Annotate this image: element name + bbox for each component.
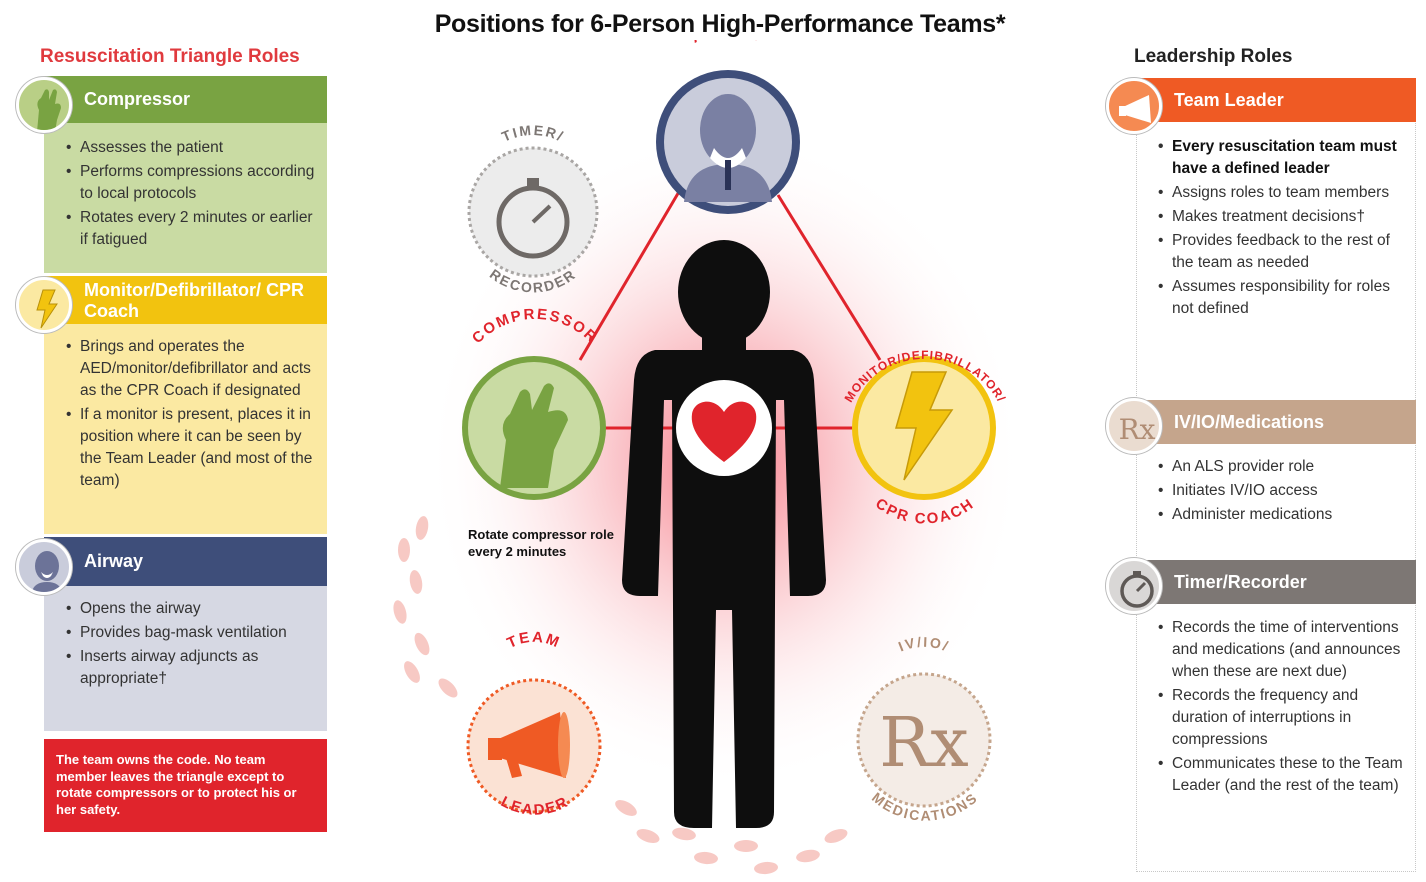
list-item: Records the time of interventions and me… xyxy=(1158,617,1408,683)
team-leader-position: TEAM LEADER xyxy=(466,629,602,819)
list-item: Makes treatment decisions† xyxy=(1158,206,1408,228)
medications-position: Rx IV/IO/ MEDICATIONS xyxy=(856,634,992,824)
rx-icon: Rx xyxy=(879,704,969,783)
list-item: Assumes responsibility for roles not def… xyxy=(1158,276,1408,320)
list-item: An ALS provider role xyxy=(1158,456,1408,478)
heart-icon xyxy=(691,401,757,462)
monitor-panel-title: Monitor/Defibrillator/ CPR Coach xyxy=(44,276,327,324)
iv-medications-panel-body: An ALS provider role Initiates IV/IO acc… xyxy=(1140,456,1412,528)
list-item: Communicates these to the Team Leader (a… xyxy=(1158,753,1408,797)
team-leader-panel-body: Every resuscitation team must have a def… xyxy=(1140,136,1412,322)
list-item: Initiates IV/IO access xyxy=(1158,480,1408,502)
rotate-compressor-note: Rotate compressor role every 2 minutes xyxy=(468,527,614,559)
list-item: Provides feedback to the rest of the tea… xyxy=(1158,230,1408,274)
svg-text:AIRWAY: AIRWAY xyxy=(689,40,768,47)
team-leader-panel-title: Team Leader xyxy=(1136,78,1416,122)
rx-icon: Rx xyxy=(1106,398,1162,454)
iv-label-top: IV/IO/ xyxy=(896,634,950,655)
team-positions-diagram: AIRWAY TIMER/ RECORDER COMPRESSOR MONITO… xyxy=(393,40,1025,875)
iv-medications-panel-title: IV/IO/Medications xyxy=(1136,400,1416,444)
list-item: Rotates every 2 minutes or earlier if fa… xyxy=(66,207,317,251)
triangle-roles-heading: Resuscitation Triangle Roles xyxy=(40,46,300,67)
airway-head-icon xyxy=(16,539,72,595)
svg-text:IV/IO/: IV/IO/ xyxy=(896,634,952,655)
monitor-panel-body: Brings and operates the AED/monitor/defi… xyxy=(44,324,327,534)
hands-icon xyxy=(16,77,72,133)
megaphone-icon xyxy=(1106,78,1162,134)
hands-icon xyxy=(500,383,568,488)
list-item: Brings and operates the AED/monitor/defi… xyxy=(66,336,319,402)
list-item: Performs compressions according to local… xyxy=(66,161,317,205)
timer-label-top: TIMER/ xyxy=(499,122,565,145)
timer-recorder-panel-body: Records the time of interventions and me… xyxy=(1140,617,1412,799)
stopwatch-icon xyxy=(1106,558,1162,614)
patient-silhouette xyxy=(622,240,826,828)
list-item: Inserts airway adjuncts as appropriate† xyxy=(66,646,319,690)
airway-position: AIRWAY xyxy=(656,40,800,214)
lightning-bolt-icon xyxy=(16,277,72,333)
svg-text:Rx: Rx xyxy=(1119,413,1156,446)
lightning-bolt-icon xyxy=(895,371,954,481)
compressor-panel-body: Assesses the patient Performs compressio… xyxy=(44,123,327,273)
compressor-panel-title: Compressor xyxy=(44,76,327,123)
airway-panel-title: Airway xyxy=(44,537,327,586)
list-item: Opens the airway xyxy=(66,598,319,620)
team-warning-note: The team owns the code. No team member l… xyxy=(44,739,327,832)
compressor-position: COMPRESSOR xyxy=(462,306,606,500)
footprints-path xyxy=(393,516,848,875)
megaphone-icon xyxy=(488,712,570,778)
list-item: Assigns roles to team members xyxy=(1158,182,1408,204)
list-item: If a monitor is present, places it in po… xyxy=(66,404,319,492)
list-item: Every resuscitation team must have a def… xyxy=(1158,136,1408,180)
airway-label: AIRWAY xyxy=(689,40,766,47)
list-item: Records the frequency and duration of in… xyxy=(1158,685,1408,751)
airway-panel-body: Opens the airway Provides bag-mask venti… xyxy=(44,586,327,731)
list-item: Assesses the patient xyxy=(66,137,317,159)
page-title: Positions for 6-Person High-Performance … xyxy=(434,10,1006,38)
svg-text:TIMER/: TIMER/ xyxy=(499,122,567,145)
list-item: Provides bag-mask ventilation xyxy=(66,622,319,644)
timer-recorder-panel-title: Timer/Recorder xyxy=(1136,560,1416,604)
leadership-roles-heading: Leadership Roles xyxy=(1134,46,1293,67)
list-item: Administer medications xyxy=(1158,504,1408,526)
